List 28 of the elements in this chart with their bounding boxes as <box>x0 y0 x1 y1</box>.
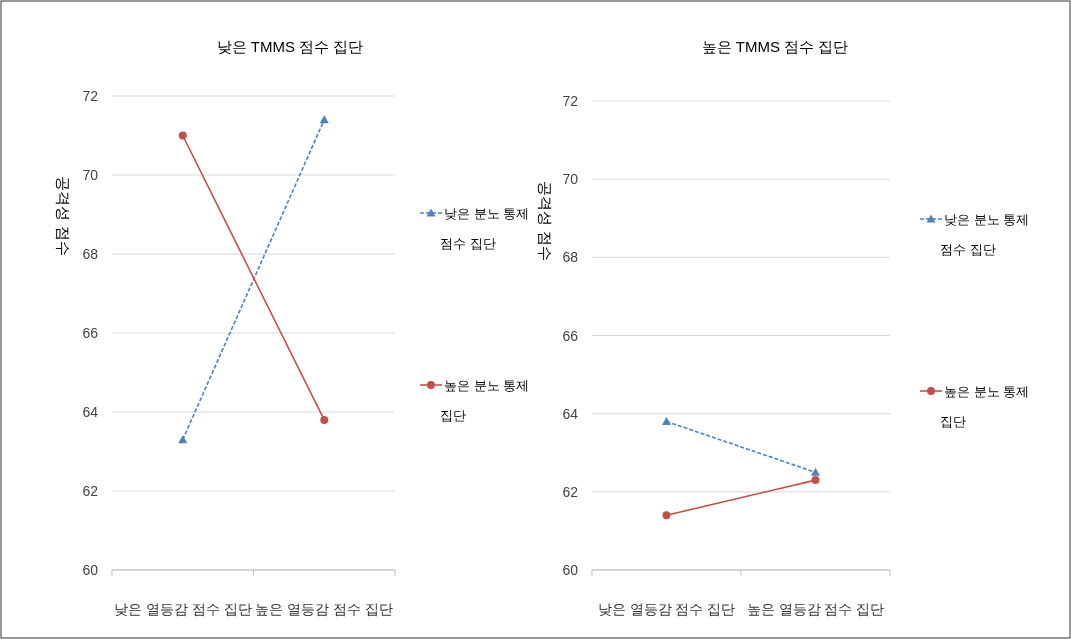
y-tick-label: 72 <box>562 93 579 109</box>
point <box>320 415 329 424</box>
y-tick-label: 66 <box>82 325 99 341</box>
y-axis-title: 공격성 점수 <box>537 181 554 261</box>
y-tick-label: 70 <box>82 167 99 183</box>
y-tick-label: 66 <box>562 327 579 344</box>
y-tick-label: 62 <box>562 483 579 500</box>
y-tick-label: 64 <box>82 404 99 420</box>
x-tick-label: 높은 열등감 점수 집단 <box>746 601 885 617</box>
point <box>178 131 187 140</box>
y-tick-label: 68 <box>82 246 99 262</box>
y-tick-label: 72 <box>82 88 99 104</box>
legend-label: 높은 분노 통제 집단 <box>440 378 530 423</box>
y-tick-label: 60 <box>562 562 579 578</box>
chart-title: 높은 TMMS 점수 집단 <box>701 38 849 55</box>
y-tick-label: 62 <box>82 483 99 499</box>
y-tick-label: 64 <box>562 405 579 422</box>
x-tick-label: 낮은 열등감 점수 집단 <box>597 601 736 617</box>
legend-label: 높은 분노 통제 집단 <box>940 384 1030 429</box>
y-tick-label: 68 <box>562 249 579 266</box>
y-tick-label: 70 <box>562 171 579 188</box>
legend-label: 낮은 분노 통제 점수 집단 <box>440 206 530 251</box>
chart-title: 낮은 TMMS 점수 집단 <box>216 38 364 55</box>
x-tick-label: 높은 열등감 점수 집단 <box>255 601 394 617</box>
x-tick-label: 낮은 열등감 점수 집단 <box>113 601 252 617</box>
y-tick-label: 60 <box>82 562 99 578</box>
y-axis-title: 공격성 점수 <box>55 176 72 256</box>
legend-label: 낮은 분노 통제 점수 집단 <box>940 212 1030 257</box>
